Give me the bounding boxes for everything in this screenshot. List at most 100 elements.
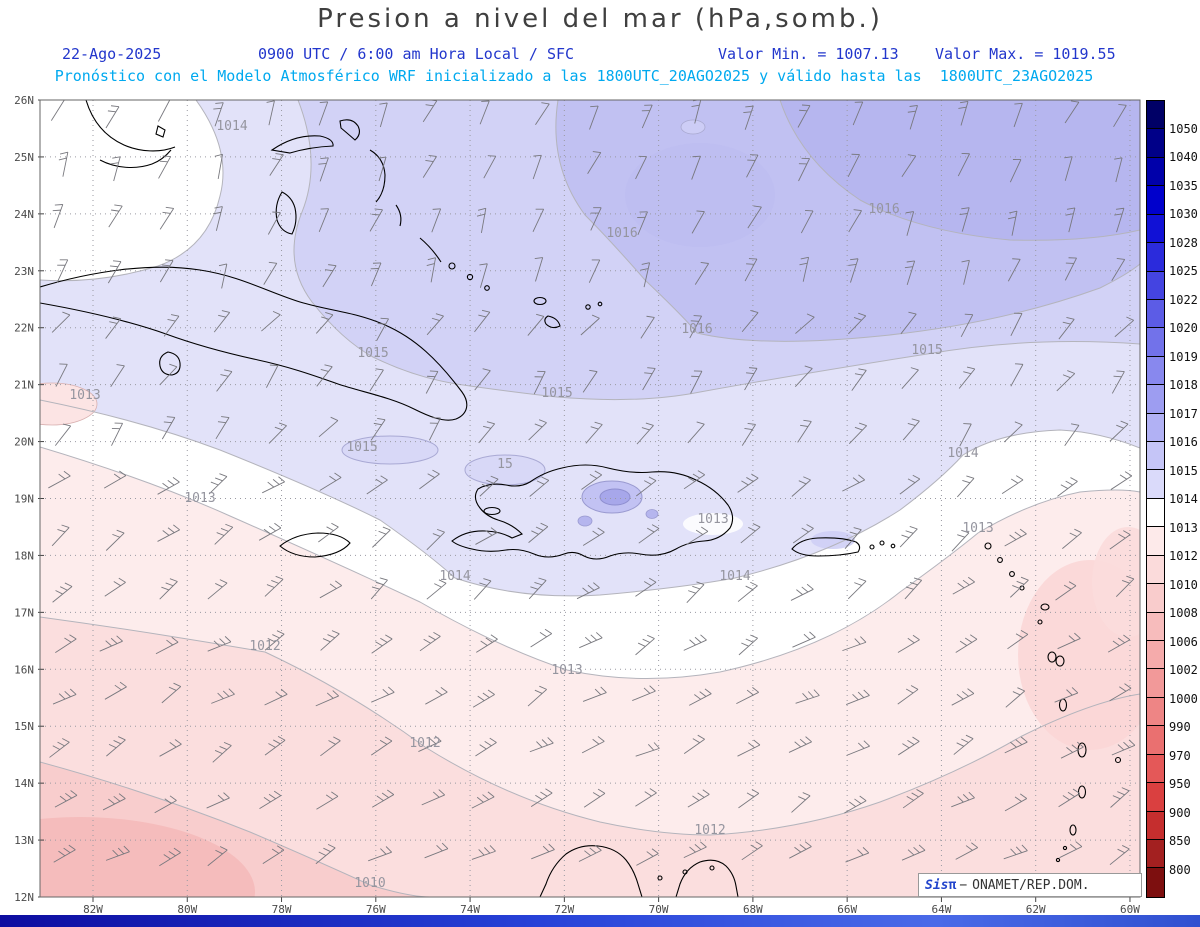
wind-barb [262, 476, 285, 494]
wind-barb [902, 789, 924, 809]
contour-label: 1016 [681, 322, 712, 337]
wind-barb [527, 313, 545, 336]
wind-barb [108, 204, 123, 228]
wind-barb [690, 370, 703, 394]
wind-barb [527, 685, 547, 707]
wind-barb [159, 847, 181, 867]
wind-barb [905, 211, 915, 236]
wind-barb [531, 843, 555, 860]
value-max-label: Valor Max. = 1019.55 [935, 45, 1116, 63]
wind-barb [686, 526, 709, 545]
eleuthera-island [369, 149, 386, 203]
wind-barb [424, 842, 449, 859]
contour-label: 1015 [357, 346, 388, 361]
colorbar-segment [1147, 555, 1164, 585]
wind-barb [318, 157, 329, 182]
wind-barb [418, 735, 442, 752]
wind-barb [421, 789, 446, 806]
wind-barb [161, 682, 182, 704]
wind-barb [637, 211, 648, 236]
wind-barb [319, 580, 342, 599]
wind-barb [1115, 575, 1135, 597]
wind-barb [576, 582, 600, 600]
wind-barb [1054, 687, 1079, 703]
wind-barb [635, 742, 660, 757]
wind-barb [318, 208, 330, 233]
great-inagua-island [544, 315, 561, 329]
wind-barb [207, 579, 228, 600]
lon-label: 76W [366, 903, 386, 916]
wind-barb [899, 525, 918, 548]
wind-barb [791, 476, 811, 497]
colorbar-segment [1147, 754, 1164, 784]
wind-barb [370, 736, 393, 756]
wind-barb [578, 844, 602, 862]
colorbar-label: 1017 [1169, 406, 1198, 421]
colorbar-label: 1010 [1169, 577, 1198, 592]
contour-label: 1013 [184, 491, 215, 506]
wind-barb [316, 364, 333, 387]
wind-barb [471, 791, 495, 809]
wind-barb [1114, 316, 1134, 338]
wind-barb [579, 632, 603, 649]
colorbar-segment [1147, 271, 1164, 300]
wind-barb [740, 523, 761, 544]
colorbar-segment [1147, 413, 1164, 443]
wind-barb [208, 473, 228, 495]
isobar-lines [40, 100, 1140, 897]
region-1012-minus [40, 617, 1140, 897]
wind-barb [842, 474, 865, 492]
colorbar-label: 1028 [1169, 235, 1198, 250]
wind-barb [322, 264, 337, 288]
wind-barb [159, 363, 178, 386]
wind-barb [159, 206, 175, 230]
wind-barb [1109, 845, 1130, 866]
wind-barb [844, 795, 867, 814]
wind-barb [795, 313, 815, 334]
wind-barb [207, 846, 228, 867]
wind-barb [585, 421, 603, 444]
bottom-blue-bar [0, 915, 1200, 927]
wind-barb [902, 418, 920, 441]
wind-barb [55, 363, 68, 387]
colorbar-segment [1147, 584, 1164, 613]
contour-label: 1013 [697, 512, 728, 527]
wind-barb [315, 312, 334, 334]
wind-barb [528, 522, 549, 543]
wind-barb [369, 208, 383, 232]
wind-barb [1004, 528, 1027, 547]
wind-barb [691, 155, 701, 180]
wind-barb [582, 527, 605, 546]
colorbar-label: 900 [1169, 805, 1191, 820]
wind-barb [157, 100, 171, 122]
credit-pi-symbol: π [948, 877, 957, 893]
valid-time: 0900 UTC / 6:00 am Hora Local / SFC [258, 45, 575, 63]
wind-barb [155, 636, 179, 655]
wind-barb [369, 368, 384, 392]
wind-barb [683, 841, 707, 859]
wind-barb [1064, 257, 1077, 281]
wind-barb [848, 209, 862, 233]
wind-barb [956, 475, 975, 498]
colorbar-label: 1025 [1169, 264, 1198, 278]
wind-barb [318, 522, 339, 543]
wind-barb [104, 577, 126, 597]
wind-barb [958, 366, 976, 389]
wind-barb [218, 263, 228, 289]
wind-barb [52, 582, 73, 603]
wind-barb [898, 736, 920, 756]
colorbar-segment [1147, 669, 1164, 698]
colorbar-label: 1000 [1169, 691, 1198, 706]
wind-barb [1007, 629, 1029, 650]
wind-barb [258, 522, 282, 541]
wind-barb [474, 309, 491, 333]
wind-barb [265, 364, 279, 388]
wind-barb [263, 261, 278, 285]
wind-barb [795, 689, 820, 704]
wind-barb [474, 368, 491, 391]
wind-barb [686, 581, 705, 603]
isla-juventud [159, 351, 181, 376]
wind-barb [315, 843, 336, 865]
wind-barb [379, 102, 388, 128]
wind-barb [851, 368, 867, 391]
